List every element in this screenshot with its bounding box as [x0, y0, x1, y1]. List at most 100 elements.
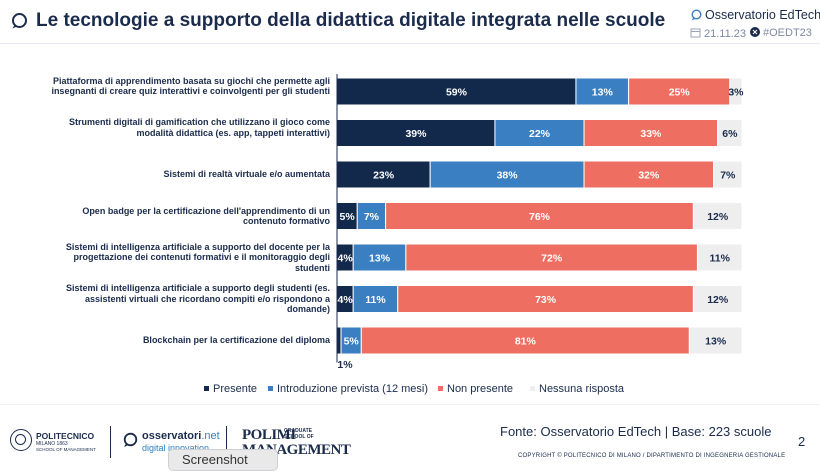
page-number: 2: [798, 434, 806, 449]
logo-name: POLIMI: [242, 427, 296, 443]
category-label: Piattaforma di apprendimento basata su g…: [51, 75, 330, 97]
bar-presente: [336, 77, 577, 106]
legend-item-nessuna: Nessuna risposta: [530, 383, 624, 395]
data-label: 6%: [722, 128, 738, 140]
data-label: 13%: [705, 336, 727, 348]
logo-name-net: .net: [201, 430, 220, 442]
bar-non-presente: [405, 243, 698, 272]
legend-label: Non presente: [447, 383, 514, 395]
politecnico-logo: POLITECNICO MILANO 1863 SCHOOL OF MANAGE…: [10, 429, 116, 457]
data-label: 4%: [338, 253, 354, 265]
data-label: 38%: [497, 170, 519, 182]
event-date: 21.11.23: [690, 27, 746, 40]
page-title: Le tecnologie a supporto della didattica…: [36, 10, 666, 31]
osservatori-logo: osservatori.net digital innovation: [122, 428, 222, 456]
legend-swatch: [268, 386, 273, 391]
logo-side-line: GRADUATE: [284, 428, 312, 434]
bar-nessuna: [692, 285, 743, 313]
data-label: 22%: [529, 128, 551, 140]
data-label: 12%: [707, 294, 729, 306]
logo-name: osservatori.net: [142, 430, 220, 442]
data-label: 13%: [592, 87, 614, 99]
bar-introduzione: [429, 160, 585, 189]
data-label: 33%: [640, 128, 662, 140]
bar-presente: [336, 119, 496, 147]
bar-nessuna: [717, 119, 743, 147]
category-label: Sistemi di intelligenza artificiale a su…: [65, 283, 330, 315]
data-label: 7%: [364, 211, 380, 223]
legend-swatch: [530, 386, 535, 391]
data-label: 11%: [710, 253, 731, 265]
title-divider: [0, 43, 820, 44]
category-label: Open badge per la certificazione dell'ap…: [82, 205, 330, 227]
bar-presente: [336, 326, 342, 355]
data-label: 25%: [669, 87, 691, 99]
calendar-icon: [690, 28, 701, 38]
data-label: 3%: [728, 87, 744, 99]
chat-bubble-icon: [12, 13, 27, 29]
legend-item-presente: Presente: [204, 383, 257, 395]
bar-introduzione: [352, 243, 407, 272]
bar-nessuna: [696, 243, 743, 272]
category-label: Strumenti digitali di gamification che u…: [68, 117, 330, 138]
logo-side: GRADUATE SCHOOL OF: [284, 428, 314, 440]
logo-sub: MILANO 1863: [36, 441, 68, 447]
legend-label: Nessuna risposta: [539, 383, 624, 395]
bar-non-presente: [583, 160, 715, 189]
legend-item-non-presente: Non presente: [438, 383, 513, 395]
logo-side-line: SCHOOL OF: [284, 433, 314, 440]
brand-label: Osservatorio EdTech: [690, 8, 820, 22]
polimi-logo: POLIMI GRADUATE SCHOOL OF MANAGEMENT: [242, 427, 351, 461]
data-label: 73%: [535, 294, 557, 306]
bar-introduzione: [575, 77, 630, 106]
data-label: 72%: [541, 253, 563, 265]
data-label: 76%: [529, 211, 551, 223]
legend-item-introduzione: Introduzione prevista (12 mesi): [268, 383, 428, 395]
event-hashtag: #OEDT23: [750, 27, 812, 39]
data-label: 32%: [638, 170, 660, 182]
data-label: 4%: [338, 294, 354, 306]
bar-nessuna: [692, 202, 743, 230]
category-label: Sistemi di intelligenza artificiale a su…: [65, 241, 330, 273]
data-label: 39%: [405, 128, 427, 140]
footer-divider: [0, 404, 820, 405]
legend-swatch: [204, 386, 209, 391]
data-label: 5%: [344, 336, 360, 348]
data-label: 1%: [337, 359, 353, 371]
source-note: Fonte: Osservatorio EdTech | Base: 223 s…: [500, 424, 772, 439]
data-label: 5%: [340, 211, 356, 223]
chat-bubble-icon: [123, 432, 138, 447]
bar-non-presente: [360, 326, 690, 355]
logo-separator: [110, 426, 111, 458]
brand-name: Osservatorio EdTech: [705, 8, 820, 22]
category-label: Sistemi di realtà virtuale e/o aumentata: [163, 169, 330, 180]
bar-introduzione: [356, 202, 387, 230]
data-label: 12%: [707, 211, 729, 223]
hashtag-label: #OEDT23: [763, 27, 812, 39]
bar-nessuna: [713, 160, 743, 189]
seal-icon: [10, 429, 32, 451]
logo-sub: digital innovation: [142, 443, 210, 453]
legend-label: Introduzione prevista (12 mesi): [277, 383, 429, 395]
legend-swatch: [438, 386, 443, 391]
data-label: 7%: [720, 170, 736, 182]
data-label: 59%: [446, 87, 468, 99]
data-label: 11%: [365, 294, 386, 306]
bar-nessuna: [729, 77, 743, 106]
legend-label: Presente: [213, 383, 258, 395]
data-label: 23%: [373, 170, 395, 182]
chat-bubble-icon: [691, 9, 702, 21]
bar-non-presente: [385, 202, 694, 230]
logo-separator: [226, 426, 227, 458]
category-label: Blockchain per la certificazione del dip…: [142, 335, 330, 346]
date-label: 21.11.23: [704, 28, 747, 40]
bar-nessuna: [688, 326, 743, 355]
data-label: 81%: [515, 336, 537, 348]
logo-sub: SCHOOL OF MANAGEMENT: [36, 447, 96, 452]
bar-introduzione: [352, 285, 399, 313]
logo-name: POLITECNICO: [36, 431, 95, 441]
x-logo-icon: [750, 27, 760, 37]
screenshot-tooltip: Screenshot: [168, 449, 278, 471]
bar-introduzione: [494, 119, 585, 147]
